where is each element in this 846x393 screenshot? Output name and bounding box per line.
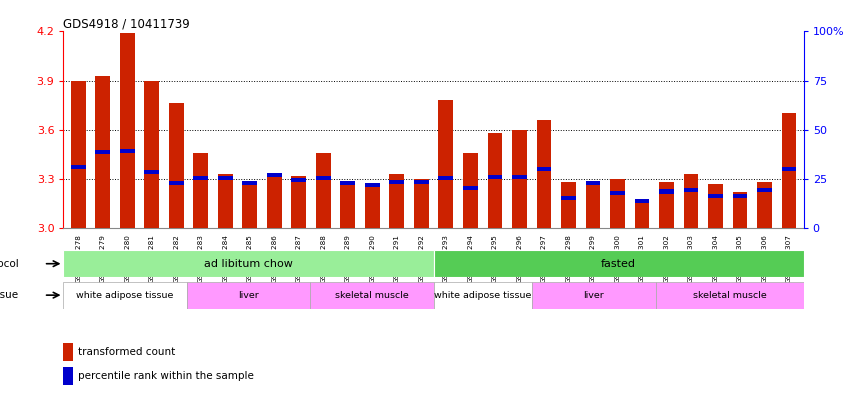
Bar	[316, 152, 331, 228]
Bar	[733, 192, 747, 228]
Text: skeletal muscle: skeletal muscle	[693, 291, 766, 299]
Bar	[96, 76, 110, 228]
Bar	[145, 170, 159, 174]
Text: transformed count: transformed count	[78, 347, 175, 357]
Bar	[365, 183, 380, 187]
Text: white adipose tissue: white adipose tissue	[76, 291, 173, 299]
Bar	[438, 100, 453, 228]
Bar	[340, 185, 355, 228]
Bar	[757, 188, 772, 192]
Bar	[63, 282, 187, 309]
Bar	[634, 200, 649, 228]
Bar	[512, 130, 527, 228]
Bar	[463, 186, 478, 190]
Text: liver: liver	[238, 291, 259, 299]
Bar	[414, 179, 429, 228]
Bar	[169, 181, 184, 185]
Bar	[512, 175, 527, 179]
Bar	[708, 184, 722, 228]
Bar	[340, 181, 355, 185]
Bar	[659, 189, 673, 194]
Bar	[634, 199, 649, 204]
Bar	[63, 367, 73, 385]
Bar	[389, 174, 404, 228]
Bar	[63, 343, 73, 361]
Bar	[656, 282, 804, 309]
Bar	[585, 182, 601, 228]
Bar	[316, 176, 331, 180]
Bar	[414, 180, 429, 184]
Bar	[659, 182, 673, 228]
Text: GDS4918 / 10411739: GDS4918 / 10411739	[63, 18, 190, 31]
Bar	[684, 174, 698, 228]
Text: liver: liver	[584, 291, 604, 299]
Text: skeletal muscle: skeletal muscle	[335, 291, 409, 299]
Bar	[561, 182, 576, 228]
Text: percentile rank within the sample: percentile rank within the sample	[78, 371, 254, 381]
Bar	[610, 179, 624, 228]
Bar	[187, 282, 310, 309]
Bar	[71, 165, 85, 169]
Bar	[291, 178, 306, 182]
Bar	[561, 196, 576, 200]
Bar	[71, 81, 85, 228]
Bar	[463, 152, 478, 228]
Bar	[708, 195, 722, 198]
Bar	[782, 167, 796, 171]
Bar	[782, 113, 796, 228]
Bar	[365, 187, 380, 228]
Bar	[487, 133, 503, 228]
Bar	[218, 174, 233, 228]
Bar	[194, 152, 208, 228]
Bar	[733, 195, 747, 198]
Text: ad libitum chow: ad libitum chow	[204, 259, 293, 269]
Bar	[310, 282, 433, 309]
Bar	[433, 282, 532, 309]
Bar	[266, 173, 282, 177]
Bar	[438, 176, 453, 180]
Text: protocol: protocol	[0, 259, 19, 269]
Bar	[218, 176, 233, 180]
Text: white adipose tissue: white adipose tissue	[434, 291, 531, 299]
Bar	[243, 185, 257, 228]
Bar	[610, 191, 624, 195]
Bar	[684, 188, 698, 192]
Bar	[169, 103, 184, 228]
Bar	[120, 33, 135, 228]
Bar	[120, 149, 135, 152]
Text: tissue: tissue	[0, 290, 19, 300]
Bar	[433, 250, 804, 277]
Bar	[757, 182, 772, 228]
Bar	[266, 177, 282, 228]
Bar	[63, 250, 433, 277]
Bar	[145, 81, 159, 228]
Bar	[487, 175, 503, 179]
Bar	[291, 176, 306, 228]
Bar	[536, 167, 552, 171]
Bar	[194, 176, 208, 180]
Bar	[585, 181, 601, 185]
Text: fasted: fasted	[602, 259, 636, 269]
Bar	[96, 150, 110, 154]
Bar	[389, 180, 404, 184]
Bar	[532, 282, 656, 309]
Bar	[243, 181, 257, 185]
Bar	[536, 120, 552, 228]
